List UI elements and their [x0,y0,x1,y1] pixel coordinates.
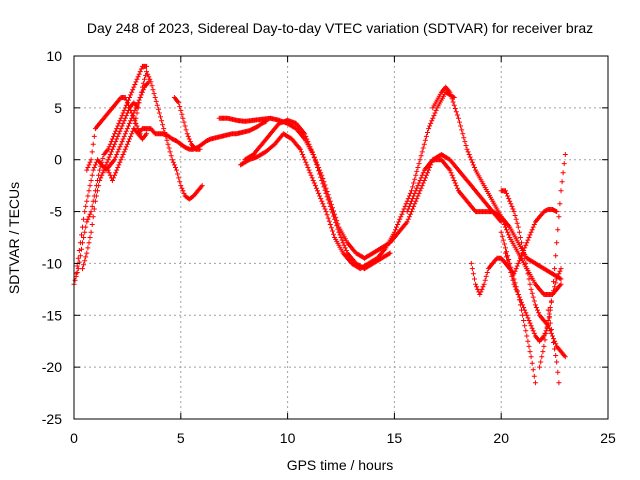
x-tick-label: 10 [280,430,296,446]
series-arc-10 [242,117,393,272]
point-markers [131,69,205,202]
series-arc-8 [171,95,203,152]
chart-title: Day 248 of 2023, Sidereal Day-to-day VTE… [87,20,593,36]
series-arc-7 [135,118,269,152]
point-markers [545,307,562,386]
x-tick-label: 20 [493,430,509,446]
point-markers [238,89,457,272]
point-markers [84,95,145,173]
y-tick-label: 10 [46,48,62,64]
data-points [71,63,568,386]
x-axis-ticks: 0 5 10 15 20 25 [70,56,616,446]
point-markers [216,115,504,261]
x-tick-label: 5 [177,430,185,446]
y-tick-label: 5 [54,100,62,116]
series-arc-6 [131,69,205,202]
y-tick-label: -5 [50,204,63,220]
series-arc-3 [80,100,141,272]
x-tick-label: 15 [387,430,403,446]
point-markers [242,117,393,272]
point-markers [537,266,564,370]
point-markers [498,188,568,360]
x-tick-label: 0 [70,430,78,446]
series-arc-9 [216,115,504,261]
y-tick-label: 0 [54,152,62,168]
point-markers [135,118,269,152]
point-markers [80,100,141,272]
y-tick-label: -20 [42,359,62,375]
point-markers [171,95,203,152]
y-tick-label: -10 [42,255,62,271]
y-axis-ticks: -25 -20 -15 -10 -5 0 5 10 [42,48,608,427]
y-axis-label: SDTVAR / TECUs [6,182,22,294]
y-tick-label: -25 [42,411,62,427]
plot-frame [73,55,609,420]
series-arc-19 [545,307,562,386]
point-markers [430,84,564,297]
x-tick-label: 25 [600,430,616,446]
series-arc-11 [238,89,457,272]
series-arc-4 [84,95,145,173]
y-tick-label: -15 [42,307,62,323]
x-axis-label: GPS time / hours [287,457,394,473]
series-arc-18 [537,266,564,370]
series-arc-13 [430,84,564,297]
series-arc-17 [498,188,568,360]
